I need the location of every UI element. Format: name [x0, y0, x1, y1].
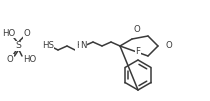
Text: F: F [135, 46, 140, 56]
Text: O: O [7, 55, 13, 64]
Text: N: N [80, 42, 86, 50]
Text: H: H [76, 42, 82, 50]
Text: HO: HO [23, 56, 36, 65]
Text: HS: HS [42, 42, 54, 50]
Text: O: O [165, 42, 172, 50]
Text: O: O [24, 29, 30, 38]
Text: S: S [15, 42, 21, 50]
Text: HO: HO [2, 28, 16, 37]
Text: O: O [133, 25, 140, 34]
